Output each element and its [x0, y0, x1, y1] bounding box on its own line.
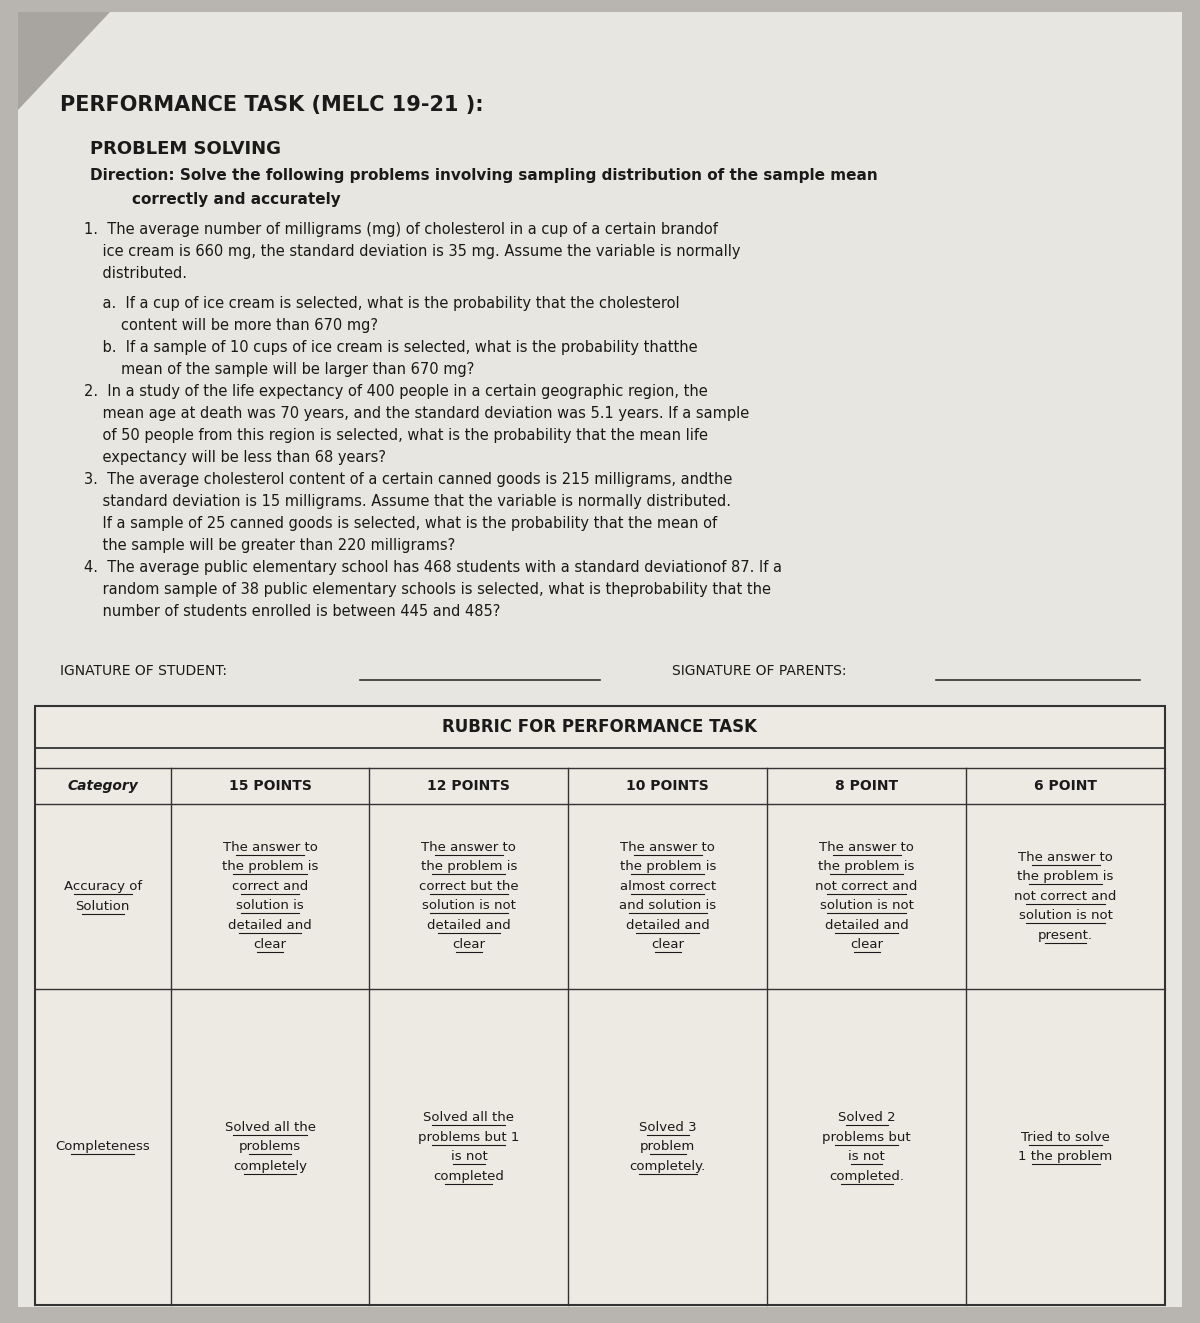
- Text: content will be more than 670 mg?: content will be more than 670 mg?: [84, 318, 378, 332]
- Text: completely: completely: [233, 1160, 307, 1174]
- Text: ice cream is 660 mg, the standard deviation is 35 mg. Assume the variable is nor: ice cream is 660 mg, the standard deviat…: [84, 243, 740, 259]
- Text: the sample will be greater than 220 milligrams?: the sample will be greater than 220 mill…: [84, 537, 455, 553]
- Text: clear: clear: [652, 938, 684, 951]
- Text: solution is not: solution is not: [422, 900, 516, 913]
- Text: The answer to: The answer to: [1018, 851, 1112, 864]
- Text: The answer to: The answer to: [820, 841, 914, 853]
- Text: a.  If a cup of ice cream is selected, what is the probability that the choleste: a. If a cup of ice cream is selected, wh…: [84, 296, 679, 311]
- Text: mean of the sample will be larger than 670 mg?: mean of the sample will be larger than 6…: [84, 361, 474, 377]
- Text: IGNATURE OF STUDENT:: IGNATURE OF STUDENT:: [60, 664, 227, 677]
- Text: the problem is: the problem is: [818, 860, 914, 873]
- Text: is not: is not: [848, 1150, 886, 1163]
- Text: Direction: Solve the following problems involving sampling distribution of the s: Direction: Solve the following problems …: [90, 168, 877, 183]
- Text: 10 POINTS: 10 POINTS: [626, 779, 709, 792]
- Text: mean age at death was 70 years, and the standard deviation was 5.1 years. If a s: mean age at death was 70 years, and the …: [84, 406, 749, 421]
- Text: the problem is: the problem is: [222, 860, 318, 873]
- Text: The answer to: The answer to: [223, 841, 318, 853]
- Text: distributed.: distributed.: [84, 266, 187, 280]
- Text: almost correct: almost correct: [619, 880, 716, 893]
- Text: expectancy will be less than 68 years?: expectancy will be less than 68 years?: [84, 450, 386, 464]
- Text: clear: clear: [452, 938, 486, 951]
- Text: the problem is: the problem is: [1018, 871, 1114, 884]
- Text: Solved 2: Solved 2: [838, 1111, 895, 1125]
- Text: If a sample of 25 canned goods is selected, what is the probability that the mea: If a sample of 25 canned goods is select…: [84, 516, 718, 531]
- Text: solution is not: solution is not: [820, 900, 913, 913]
- Text: correctly and accurately: correctly and accurately: [90, 192, 341, 206]
- Text: The answer to: The answer to: [620, 841, 715, 853]
- Text: random sample of 38 public elementary schools is selected, what is theprobabilit: random sample of 38 public elementary sc…: [84, 582, 772, 597]
- Text: detailed and: detailed and: [626, 919, 709, 931]
- Text: problem: problem: [640, 1140, 696, 1154]
- Text: present.: present.: [1038, 929, 1093, 942]
- Text: 6 POINT: 6 POINT: [1034, 779, 1097, 792]
- Text: solution is: solution is: [236, 900, 304, 913]
- Text: The answer to: The answer to: [421, 841, 516, 853]
- Text: is not: is not: [450, 1150, 487, 1163]
- Text: RUBRIC FOR PERFORMANCE TASK: RUBRIC FOR PERFORMANCE TASK: [443, 717, 757, 736]
- Text: b.  If a sample of 10 cups of ice cream is selected, what is the probability tha: b. If a sample of 10 cups of ice cream i…: [84, 340, 697, 355]
- Text: Completeness: Completeness: [55, 1140, 150, 1154]
- Text: the problem is: the problem is: [421, 860, 517, 873]
- Text: problems but 1: problems but 1: [419, 1131, 520, 1143]
- Text: 15 POINTS: 15 POINTS: [229, 779, 312, 792]
- Text: correct but the: correct but the: [419, 880, 518, 893]
- Text: 12 POINTS: 12 POINTS: [427, 779, 510, 792]
- Text: the problem is: the problem is: [619, 860, 716, 873]
- Text: completed.: completed.: [829, 1170, 904, 1183]
- Text: and solution is: and solution is: [619, 900, 716, 913]
- Text: not correct and: not correct and: [1014, 889, 1117, 902]
- Polygon shape: [18, 12, 110, 110]
- Text: Solved all the: Solved all the: [224, 1121, 316, 1134]
- Text: problems but: problems but: [822, 1131, 911, 1143]
- Text: clear: clear: [850, 938, 883, 951]
- Text: SIGNATURE OF PARENTS:: SIGNATURE OF PARENTS:: [672, 664, 846, 677]
- Text: 1 the problem: 1 the problem: [1019, 1150, 1112, 1163]
- Text: clear: clear: [253, 938, 287, 951]
- Text: of 50 people from this region is selected, what is the probability that the mean: of 50 people from this region is selecte…: [84, 427, 708, 443]
- Text: Category: Category: [67, 779, 138, 792]
- Text: solution is not: solution is not: [1019, 909, 1112, 922]
- Text: detailed and: detailed and: [228, 919, 312, 931]
- Text: 8 POINT: 8 POINT: [835, 779, 899, 792]
- Text: problems: problems: [239, 1140, 301, 1154]
- Text: standard deviation is 15 milligrams. Assume that the variable is normally distri: standard deviation is 15 milligrams. Ass…: [84, 493, 731, 509]
- Text: Solved all the: Solved all the: [424, 1111, 515, 1125]
- Text: PROBLEM SOLVING: PROBLEM SOLVING: [90, 140, 281, 157]
- Text: Solved 3: Solved 3: [638, 1121, 697, 1134]
- Text: completely.: completely.: [630, 1160, 706, 1174]
- Text: 1.  The average number of milligrams (mg) of cholesterol in a cup of a certain b: 1. The average number of milligrams (mg)…: [84, 222, 718, 237]
- Text: 2.  In a study of the life expectancy of 400 people in a certain geographic regi: 2. In a study of the life expectancy of …: [84, 384, 708, 398]
- Text: completed: completed: [433, 1170, 504, 1183]
- Text: detailed and: detailed and: [824, 919, 908, 931]
- Text: 3.  The average cholesterol content of a certain canned goods is 215 milligrams,: 3. The average cholesterol content of a …: [84, 472, 732, 487]
- Bar: [35, 705, 1165, 1304]
- Text: 4.  The average public elementary school has 468 students with a standard deviat: 4. The average public elementary school …: [84, 560, 782, 574]
- Text: detailed and: detailed and: [427, 919, 511, 931]
- Text: Tried to solve: Tried to solve: [1021, 1131, 1110, 1143]
- Text: not correct and: not correct and: [816, 880, 918, 893]
- Text: correct and: correct and: [232, 880, 308, 893]
- Text: number of students enrolled is between 445 and 485?: number of students enrolled is between 4…: [84, 603, 500, 619]
- Text: PERFORMANCE TASK (MELC 19-21 ):: PERFORMANCE TASK (MELC 19-21 ):: [60, 95, 484, 115]
- Text: Accuracy of: Accuracy of: [64, 880, 142, 893]
- Text: Solution: Solution: [76, 900, 130, 913]
